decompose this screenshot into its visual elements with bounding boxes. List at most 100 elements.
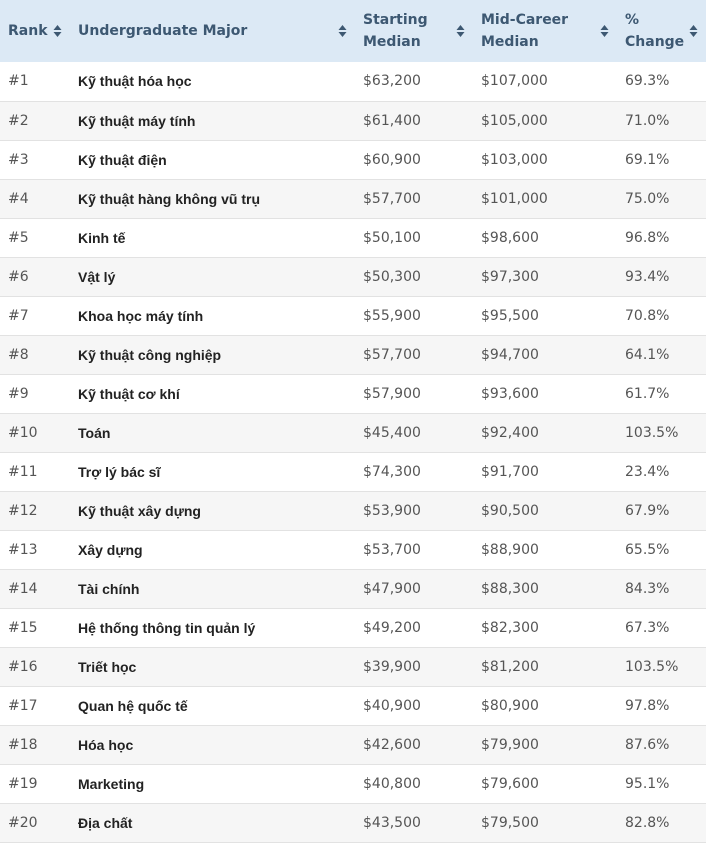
table-cell: #19 bbox=[0, 764, 70, 804]
table-cell: 97.8% bbox=[617, 686, 706, 726]
table-cell: #13 bbox=[0, 530, 70, 570]
table-cell: $88,900 bbox=[473, 530, 617, 570]
header-label: Rank bbox=[8, 23, 48, 39]
table-cell: $79,500 bbox=[473, 803, 617, 843]
table-row: #20 Địa chất $43,500 $79,500 82.8% bbox=[0, 803, 706, 843]
table-cell: #20 bbox=[0, 803, 70, 843]
table-cell: $57,700 bbox=[355, 335, 473, 375]
major-cell: Toán bbox=[70, 413, 355, 453]
table-cell: $98,600 bbox=[473, 218, 617, 258]
table-cell: $40,800 bbox=[355, 764, 473, 804]
table-cell: $50,300 bbox=[355, 257, 473, 297]
table-cell: $45,400 bbox=[355, 413, 473, 453]
major-cell: Triết học bbox=[70, 647, 355, 687]
table-cell: 69.1% bbox=[617, 140, 706, 180]
table-cell: 75.0% bbox=[617, 179, 706, 219]
table-cell: #1 bbox=[0, 62, 70, 102]
table-cell: 87.6% bbox=[617, 725, 706, 765]
table-cell: #5 bbox=[0, 218, 70, 258]
table-cell: $90,500 bbox=[473, 491, 617, 531]
sort-icon[interactable] bbox=[600, 24, 609, 38]
table-cell: #2 bbox=[0, 101, 70, 141]
major-cell: Xây dựng bbox=[70, 530, 355, 570]
table-cell: 64.1% bbox=[617, 335, 706, 375]
table-row: #10 Toán $45,400 $92,400 103.5% bbox=[0, 413, 706, 453]
table-row: #5 Kinh tế $50,100 $98,600 96.8% bbox=[0, 218, 706, 258]
major-cell: Địa chất bbox=[70, 803, 355, 843]
table-cell: $97,300 bbox=[473, 257, 617, 297]
header-label: Starting Median bbox=[363, 12, 428, 50]
table-cell: $105,000 bbox=[473, 101, 617, 141]
table-row: #14 Tài chính $47,900 $88,300 84.3% bbox=[0, 569, 706, 609]
table-cell: 103.5% bbox=[617, 647, 706, 687]
sort-icon[interactable] bbox=[338, 24, 347, 38]
table-cell: $103,000 bbox=[473, 140, 617, 180]
table-cell: #14 bbox=[0, 569, 70, 609]
major-cell: Marketing bbox=[70, 764, 355, 804]
table-cell: 61.7% bbox=[617, 374, 706, 414]
column-header[interactable]: Rank bbox=[0, 0, 70, 62]
column-header[interactable]: % Change bbox=[617, 0, 706, 62]
sort-icon[interactable] bbox=[53, 24, 62, 38]
table-cell: $50,100 bbox=[355, 218, 473, 258]
table-cell: 82.8% bbox=[617, 803, 706, 843]
table-cell: $60,900 bbox=[355, 140, 473, 180]
table-cell: 95.1% bbox=[617, 764, 706, 804]
sort-icon[interactable] bbox=[456, 24, 465, 38]
sort-icon[interactable] bbox=[689, 24, 698, 38]
table-cell: #12 bbox=[0, 491, 70, 531]
table-cell: $79,600 bbox=[473, 764, 617, 804]
table-cell: $53,700 bbox=[355, 530, 473, 570]
table-cell: $57,700 bbox=[355, 179, 473, 219]
major-cell: Hệ thống thông tin quản lý bbox=[70, 608, 355, 648]
table-cell: #17 bbox=[0, 686, 70, 726]
table-cell: 67.9% bbox=[617, 491, 706, 531]
major-cell: Kỹ thuật công nghiệp bbox=[70, 335, 355, 375]
table-cell: #16 bbox=[0, 647, 70, 687]
column-header[interactable]: Mid-Career Median bbox=[473, 0, 617, 62]
major-cell: Vật lý bbox=[70, 257, 355, 297]
table-cell: #11 bbox=[0, 452, 70, 492]
table-cell: $63,200 bbox=[355, 62, 473, 102]
table-row: #7 Khoa học máy tính $55,900 $95,500 70.8% bbox=[0, 296, 706, 336]
table-body: #1 Kỹ thuật hóa học $63,200 $107,000 69.3% #2… bbox=[0, 62, 706, 843]
table-row: #3 Kỹ thuật điện $60,900 $103,000 69.1% bbox=[0, 140, 706, 180]
major-cell: Khoa học máy tính bbox=[70, 296, 355, 336]
table-cell: 65.5% bbox=[617, 530, 706, 570]
major-cell: Kỹ thuật cơ khí bbox=[70, 374, 355, 414]
table-cell: $82,300 bbox=[473, 608, 617, 648]
table-cell: #10 bbox=[0, 413, 70, 453]
table-cell: #15 bbox=[0, 608, 70, 648]
table-row: #4 Kỹ thuật hàng không vũ trụ $57,700 $101,… bbox=[0, 179, 706, 219]
table-cell: 93.4% bbox=[617, 257, 706, 297]
table-cell: #3 bbox=[0, 140, 70, 180]
table-cell: $92,400 bbox=[473, 413, 617, 453]
table-row: #2 Kỹ thuật máy tính $61,400 $105,000 71.0% bbox=[0, 101, 706, 141]
major-cell: Hóa học bbox=[70, 725, 355, 765]
table-cell: $93,600 bbox=[473, 374, 617, 414]
table-cell: $57,900 bbox=[355, 374, 473, 414]
table-row: #12 Kỹ thuật xây dựng $53,900 $90,500 67.9% bbox=[0, 491, 706, 531]
table-cell: $107,000 bbox=[473, 62, 617, 102]
table-row: #6 Vật lý $50,300 $97,300 93.4% bbox=[0, 257, 706, 297]
table-cell: 96.8% bbox=[617, 218, 706, 258]
table-cell: #7 bbox=[0, 296, 70, 336]
table-cell: 69.3% bbox=[617, 62, 706, 102]
major-cell: Kỹ thuật xây dựng bbox=[70, 491, 355, 531]
column-header[interactable]: Undergraduate Major bbox=[70, 0, 355, 62]
table-cell: $40,900 bbox=[355, 686, 473, 726]
table-cell: $95,500 bbox=[473, 296, 617, 336]
table-row: #18 Hóa học $42,600 $79,900 87.6% bbox=[0, 725, 706, 765]
column-header[interactable]: Starting Median bbox=[355, 0, 473, 62]
table-cell: 67.3% bbox=[617, 608, 706, 648]
major-cell: Kỹ thuật máy tính bbox=[70, 101, 355, 141]
table-row: #8 Kỹ thuật công nghiệp $57,700 $94,700 64.1… bbox=[0, 335, 706, 375]
table-row: #16 Triết học $39,900 $81,200 103.5% bbox=[0, 647, 706, 687]
table-cell: #4 bbox=[0, 179, 70, 219]
table-cell: $80,900 bbox=[473, 686, 617, 726]
table-row: #11 Trợ lý bác sĩ $74,300 $91,700 23.4% bbox=[0, 452, 706, 492]
table-cell: $53,900 bbox=[355, 491, 473, 531]
table-row: #9 Kỹ thuật cơ khí $57,900 $93,600 61.7% bbox=[0, 374, 706, 414]
table-cell: #18 bbox=[0, 725, 70, 765]
